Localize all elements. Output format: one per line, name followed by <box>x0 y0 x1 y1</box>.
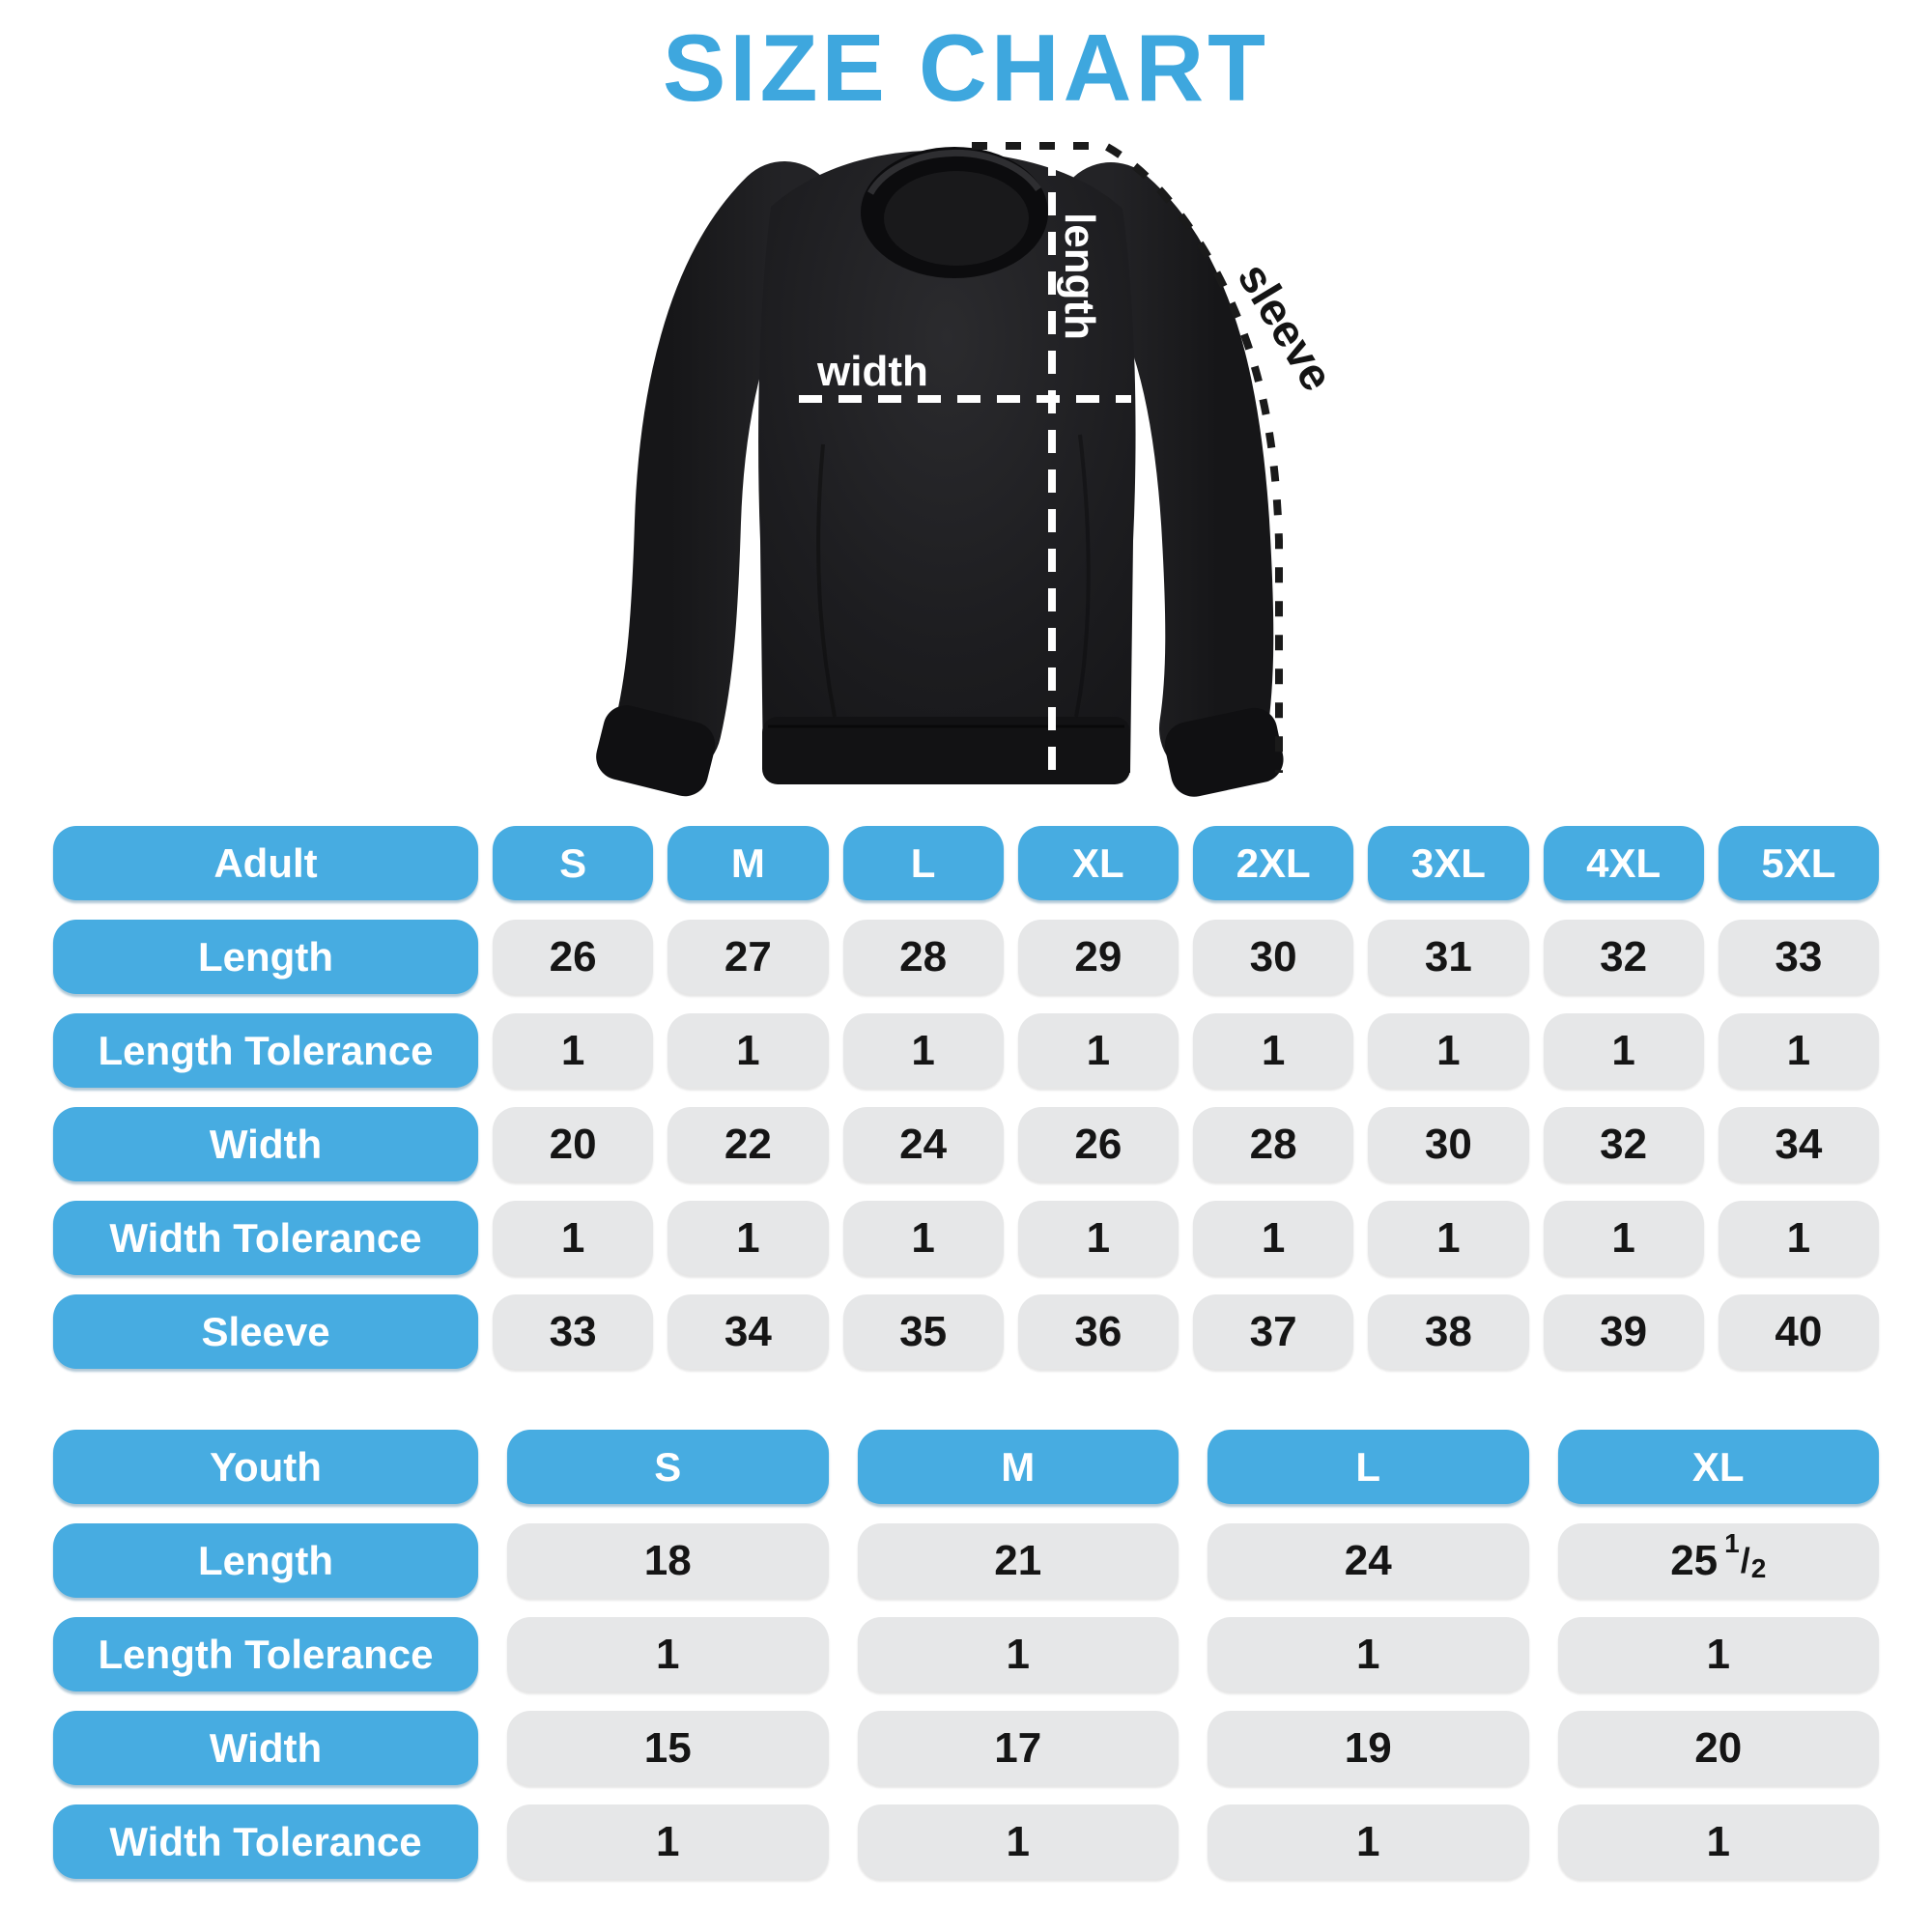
value-cell: 33 <box>1718 920 1879 994</box>
value-cell: 34 <box>668 1294 829 1369</box>
youth-size-table: Youth S M L XL Length 18 21 24 25 1/2 Len… <box>0 1430 1932 1879</box>
value-cell: 1 <box>1543 1013 1704 1088</box>
value-cell: 28 <box>1193 1107 1354 1181</box>
value-cell: 1 <box>1193 1013 1354 1088</box>
sweatshirt-diagram: width length sleeve <box>596 142 1344 797</box>
row-label-pill: Width Tolerance <box>53 1804 478 1879</box>
value-cell: 1 <box>1718 1013 1879 1088</box>
value-cell: 1 <box>1557 1617 1879 1691</box>
value-cell: 28 <box>842 920 1004 994</box>
value-cell: 1 <box>668 1201 829 1275</box>
adult-size-table: Adult S M L XL 2XL 3XL 4XL 5XL Length 26… <box>0 826 1932 1369</box>
value-cell: 1 <box>1017 1201 1179 1275</box>
row-label-pill: Length Tolerance <box>53 1617 478 1691</box>
value-cell: 26 <box>1017 1107 1179 1181</box>
value-cell: 1 <box>493 1013 654 1088</box>
size-header-pill: S <box>507 1430 829 1504</box>
value-cell-fraction: 25 1/2 <box>1557 1523 1879 1598</box>
size-header-pill: M <box>857 1430 1179 1504</box>
value-cell: 30 <box>1368 1107 1529 1181</box>
value-cell: 37 <box>1193 1294 1354 1369</box>
value-cell: 40 <box>1718 1294 1879 1369</box>
row-label-pill: Width <box>53 1107 478 1181</box>
value-cell: 35 <box>842 1294 1004 1369</box>
value-cell: 1 <box>1193 1201 1354 1275</box>
value-cell: 1 <box>1543 1201 1704 1275</box>
fraction-numerator: 1 <box>1724 1527 1740 1558</box>
value-cell: 21 <box>857 1523 1179 1598</box>
length-label: length <box>1056 213 1103 340</box>
row-label-pill: Length <box>53 1523 478 1598</box>
page-title: SIZE CHART <box>663 14 1269 121</box>
size-header-pill: 2XL <box>1193 826 1354 900</box>
value-cell: 1 <box>507 1804 829 1879</box>
value-cell: 29 <box>1017 920 1179 994</box>
size-header-pill: 5XL <box>1718 826 1879 900</box>
value-cell: 1 <box>1368 1201 1529 1275</box>
value-cell: 19 <box>1208 1711 1529 1785</box>
value-cell: 32 <box>1543 920 1704 994</box>
value-cell: 1 <box>668 1013 829 1088</box>
value-cell: 26 <box>493 920 654 994</box>
value-cell: 30 <box>1193 920 1354 994</box>
size-header-pill: XL <box>1017 826 1179 900</box>
row-label-pill: Length <box>53 920 478 994</box>
value-cell: 1 <box>1017 1013 1179 1088</box>
size-header-pill: XL <box>1557 1430 1879 1504</box>
size-header-pill: 4XL <box>1543 826 1704 900</box>
value-cell: 27 <box>668 920 829 994</box>
value-cell: 1 <box>507 1617 829 1691</box>
row-label-pill: Sleeve <box>53 1294 478 1369</box>
size-header-pill: M <box>668 826 829 900</box>
value-cell: 1 <box>842 1201 1004 1275</box>
value-cell: 38 <box>1368 1294 1529 1369</box>
fraction-slash: / <box>1740 1540 1750 1580</box>
value-cell: 1 <box>1208 1617 1529 1691</box>
value-cell: 32 <box>1543 1107 1704 1181</box>
row-label-pill: Length Tolerance <box>53 1013 478 1088</box>
value-cell: 17 <box>857 1711 1179 1785</box>
value-cell: 33 <box>493 1294 654 1369</box>
value-cell: 24 <box>842 1107 1004 1181</box>
value-cell: 15 <box>507 1711 829 1785</box>
size-header-pill: S <box>493 826 654 900</box>
sweatshirt-image <box>596 147 1284 797</box>
size-header-pill: 3XL <box>1368 826 1529 900</box>
value-cell: 1 <box>1557 1804 1879 1879</box>
size-header-pill: L <box>842 826 1004 900</box>
value-cell: 20 <box>493 1107 654 1181</box>
hero-section: SIZE CHART <box>0 0 1932 826</box>
row-label-pill: Width <box>53 1711 478 1785</box>
value-cell: 18 <box>507 1523 829 1598</box>
value-cell: 34 <box>1718 1107 1879 1181</box>
value-whole: 25 <box>1670 1536 1719 1584</box>
value-cell: 39 <box>1543 1294 1704 1369</box>
fraction: 1/2 <box>1724 1529 1766 1581</box>
value-cell: 1 <box>1718 1201 1879 1275</box>
fraction-denominator: 2 <box>1750 1552 1767 1583</box>
value-cell: 1 <box>1368 1013 1529 1088</box>
value-cell: 31 <box>1368 920 1529 994</box>
size-header-pill: L <box>1208 1430 1529 1504</box>
value-cell: 1 <box>857 1804 1179 1879</box>
value-cell: 20 <box>1557 1711 1879 1785</box>
value-cell: 1 <box>857 1617 1179 1691</box>
value-cell: 1 <box>493 1201 654 1275</box>
value-cell: 24 <box>1208 1523 1529 1598</box>
value-cell: 22 <box>668 1107 829 1181</box>
adult-header-pill: Adult <box>53 826 478 900</box>
youth-header-pill: Youth <box>53 1430 478 1504</box>
width-label: width <box>816 348 928 395</box>
value-cell: 36 <box>1017 1294 1179 1369</box>
value-cell: 1 <box>842 1013 1004 1088</box>
row-label-pill: Width Tolerance <box>53 1201 478 1275</box>
value-cell: 1 <box>1208 1804 1529 1879</box>
